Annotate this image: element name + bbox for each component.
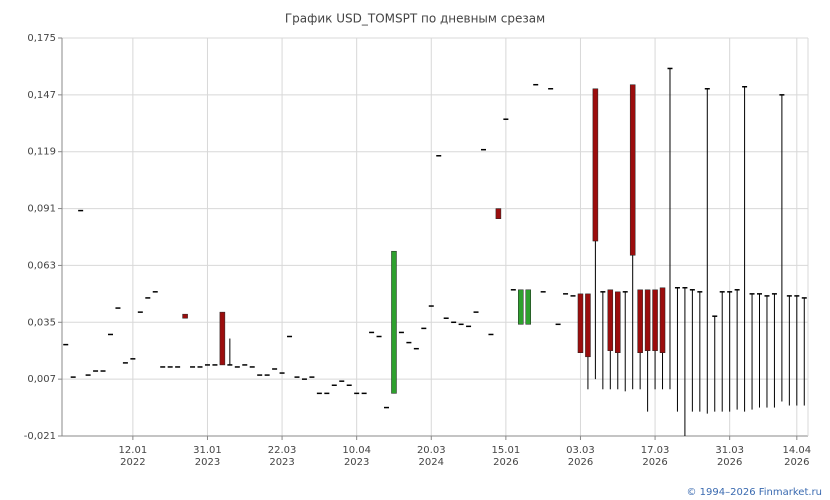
y-tick-label: -0,021 [24, 431, 56, 442]
x-tick-label: 14.04 [782, 445, 811, 456]
y-tick-label: 0,035 [27, 317, 56, 328]
y-tick-label: 0,007 [27, 374, 56, 385]
x-tick-label: 2026 [717, 457, 742, 468]
y-tick-label: 0,147 [27, 90, 56, 101]
x-tick-label: 2026 [642, 457, 667, 468]
x-tick-label: 12.01 [119, 445, 148, 456]
candle-body [607, 289, 614, 351]
candle-body [518, 289, 524, 325]
x-tick-label: 2022 [120, 457, 145, 468]
x-tick-label: 2023 [269, 457, 294, 468]
candle-body [585, 293, 591, 358]
candle-body [637, 289, 643, 353]
candle-body [629, 84, 636, 256]
y-tick-label: 0,063 [27, 260, 56, 271]
x-tick-label: 20.03 [417, 445, 446, 456]
x-tick-label: 2026 [784, 457, 809, 468]
candle-body [495, 208, 502, 219]
x-tick-label: 17.03 [641, 445, 670, 456]
candle-body [652, 289, 658, 351]
x-tick-label: 15.01 [492, 445, 521, 456]
x-tick-label: 2024 [419, 457, 444, 468]
x-tick-label: 2026 [568, 457, 593, 468]
x-tick-label: 2026 [493, 457, 518, 468]
candle-body [525, 289, 531, 325]
candle-body [644, 289, 651, 351]
x-tick-label: 31.03 [715, 445, 744, 456]
x-tick-label: 22.03 [268, 445, 297, 456]
x-tick-label: 2023 [195, 457, 220, 468]
y-tick-label: 0,091 [27, 204, 56, 215]
candle-body [615, 291, 621, 353]
x-tick-label: 10.04 [342, 445, 371, 456]
footer[interactable]: © 1994–2026 Finmarket.ru [686, 487, 822, 498]
candle-body [182, 313, 188, 319]
candle-body [577, 293, 584, 353]
chart-title: График USD_TOMSPT по дневным срезам [285, 12, 545, 26]
candle-body [592, 88, 599, 242]
candle-body [391, 250, 397, 394]
x-tick-label: 2023 [344, 457, 369, 468]
y-tick-label: 0,175 [27, 33, 56, 44]
candle-body [659, 287, 666, 353]
x-tick-label: 03.03 [566, 445, 595, 456]
candle-body [219, 311, 226, 366]
x-tick-label: 31.01 [193, 445, 222, 456]
y-tick-label: 0,119 [27, 147, 56, 158]
